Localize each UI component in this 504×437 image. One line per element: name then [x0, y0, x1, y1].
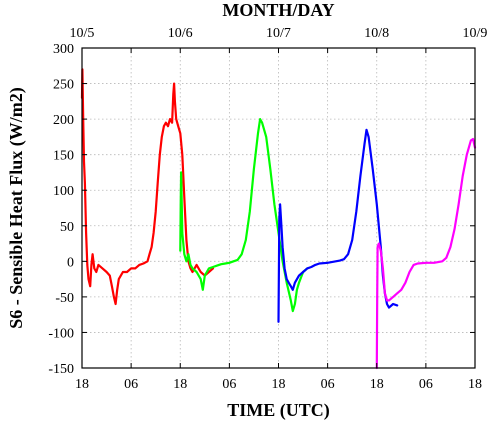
x-tick-label: 18: [272, 377, 286, 392]
top-tick-label: 10/8: [364, 26, 389, 41]
y-tick-label: -150: [48, 362, 74, 377]
y-tick-label: 200: [53, 113, 74, 128]
y-tick-label: 0: [67, 255, 74, 270]
y-tick-label: 150: [53, 149, 74, 164]
x-tick-label: 06: [321, 377, 335, 392]
y-tick-label: -100: [48, 326, 74, 341]
y-tick-label: -50: [55, 291, 74, 306]
y-tick-label: 250: [53, 78, 74, 93]
top-tick-label: 10/7: [266, 26, 291, 41]
axis-tick-labels: 18 06 18 06 18 06 18 06 18 10/5 10/6 10/7 10/8 10/9 -1…: [48, 26, 487, 392]
top-tick-label: 10/6: [168, 26, 193, 41]
series-layer: [80, 68, 477, 370]
x-tick-label: 06: [222, 377, 236, 392]
x-axis-title: TIME (UTC): [227, 400, 330, 421]
series-line-1: [80, 68, 215, 306]
x-tick-label: 06: [419, 377, 433, 392]
axis-ticks: [81, 47, 476, 369]
x-tick-label: 18: [173, 377, 187, 392]
top-axis-title: MONTH/DAY: [222, 0, 334, 20]
series-line-2: [179, 118, 309, 313]
y-tick-label: 100: [53, 184, 74, 199]
x-tick-label: 18: [75, 377, 89, 392]
y-tick-label: 50: [60, 220, 74, 235]
top-tick-label: 10/5: [70, 26, 95, 41]
series-line-4: [375, 137, 477, 370]
top-tick-label: 10/9: [463, 26, 488, 41]
y-tick-label: 300: [53, 42, 74, 57]
y-axis-title: S6 - Sensible Heat Flux (W/m2): [6, 87, 27, 329]
x-tick-label: 18: [370, 377, 384, 392]
x-tick-label: 06: [124, 377, 138, 392]
x-tick-label: 18: [468, 377, 482, 392]
